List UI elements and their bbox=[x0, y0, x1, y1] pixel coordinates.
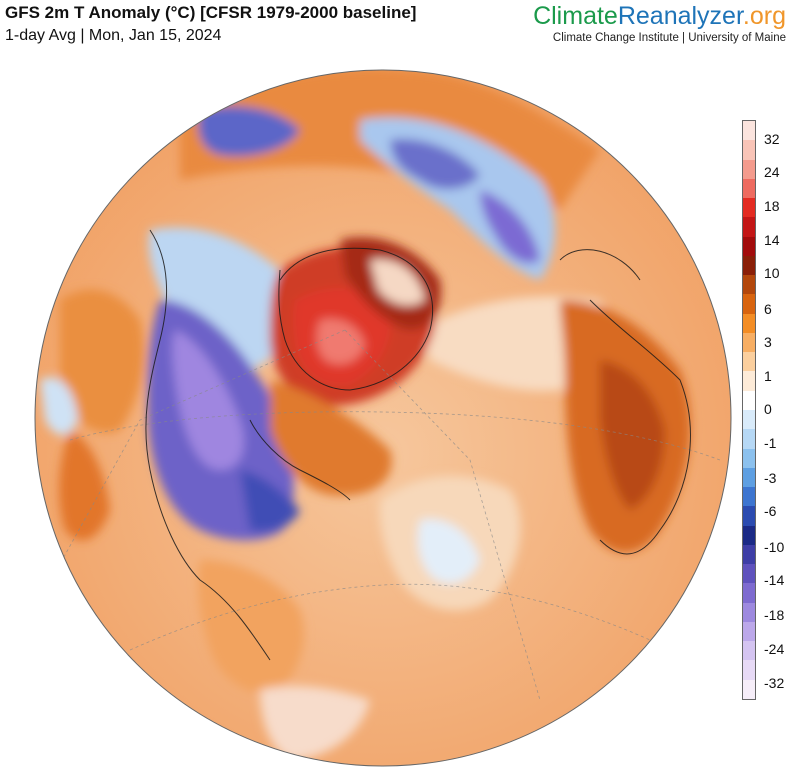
colorbar-swatch bbox=[743, 332, 755, 353]
colorbar-swatch bbox=[743, 467, 755, 488]
colorbar-swatch bbox=[743, 525, 755, 546]
brand-wordmark: ClimateReanalyzer.org bbox=[533, 1, 786, 31]
colorbar-legend bbox=[742, 120, 756, 700]
colorbar-swatch bbox=[743, 564, 755, 584]
brand-part-reanalyzer: Reanalyzer bbox=[617, 2, 743, 30]
colorbar-tick-label: 18 bbox=[764, 198, 780, 214]
colorbar-tick-label: 3 bbox=[764, 334, 772, 350]
colorbar-tick-label: -3 bbox=[764, 470, 777, 486]
colorbar-tick-label: -24 bbox=[764, 641, 785, 657]
colorbar-swatch bbox=[743, 140, 755, 161]
colorbar-tick-label: -1 bbox=[764, 435, 777, 451]
colorbar-swatch bbox=[743, 506, 755, 527]
colorbar-swatch bbox=[743, 602, 755, 623]
colorbar-tick-label: 14 bbox=[764, 232, 780, 248]
colorbar-swatch bbox=[743, 641, 755, 661]
anomaly-field bbox=[35, 70, 731, 766]
colorbar-swatch bbox=[743, 294, 755, 315]
colorbar-tick-label: -32 bbox=[764, 675, 785, 691]
colorbar-swatch bbox=[743, 660, 755, 681]
colorbar-swatch bbox=[743, 275, 755, 295]
graticule bbox=[35, 70, 731, 766]
colorbar-swatch bbox=[743, 236, 755, 257]
colorbar-tick-label: -14 bbox=[764, 572, 785, 588]
colorbar-swatch bbox=[743, 178, 755, 199]
map-title: GFS 2m T Anomaly (°C) [CFSR 1979-2000 ba… bbox=[5, 3, 417, 22]
brand-tagline: Climate Change Institute | University of… bbox=[552, 32, 786, 44]
colorbar-tick-label: 10 bbox=[764, 265, 780, 281]
colorbar-swatch bbox=[743, 487, 755, 507]
colorbar-swatch bbox=[743, 583, 755, 604]
colorbar-swatch bbox=[743, 679, 755, 700]
colorbar-tick-label: 24 bbox=[764, 164, 780, 180]
colorbar-swatch bbox=[743, 255, 755, 276]
colorbar-tick-label: 32 bbox=[764, 131, 780, 147]
map-subtitle: 1-day Avg | Mon, Jan 15, 2024 bbox=[5, 27, 222, 44]
colorbar-tick-label: -6 bbox=[764, 503, 777, 519]
colorbar-tick-label: 1 bbox=[764, 368, 772, 384]
colorbar-tick-label: 0 bbox=[764, 401, 772, 417]
globe-outline bbox=[34, 69, 732, 767]
colorbar-swatch bbox=[743, 544, 755, 565]
colorbar-swatch bbox=[743, 159, 755, 180]
colorbar-swatch bbox=[743, 352, 755, 372]
colorbar-swatch bbox=[743, 410, 755, 430]
colorbar-swatch bbox=[743, 448, 755, 469]
colorbar-swatch bbox=[743, 198, 755, 218]
coastlines bbox=[145, 229, 691, 661]
colorbar-tick-label: 6 bbox=[764, 301, 772, 317]
colorbar-swatch bbox=[743, 429, 755, 450]
colorbar-tick-label: -18 bbox=[764, 607, 785, 623]
colorbar-swatch bbox=[743, 217, 755, 238]
colorbar-swatch bbox=[743, 121, 755, 141]
colorbar-tick-label: -10 bbox=[764, 539, 785, 555]
colorbar-swatch bbox=[743, 621, 755, 642]
colorbar-swatch bbox=[743, 313, 755, 334]
brand-part-org: .org bbox=[742, 2, 786, 30]
colorbar-swatch bbox=[743, 371, 755, 392]
colorbar-swatch bbox=[743, 390, 755, 411]
brand-logo[interactable]: ClimateReanalyzer.org Climate Change Ins… bbox=[533, 1, 786, 44]
brand-part-climate: Climate bbox=[533, 2, 618, 30]
